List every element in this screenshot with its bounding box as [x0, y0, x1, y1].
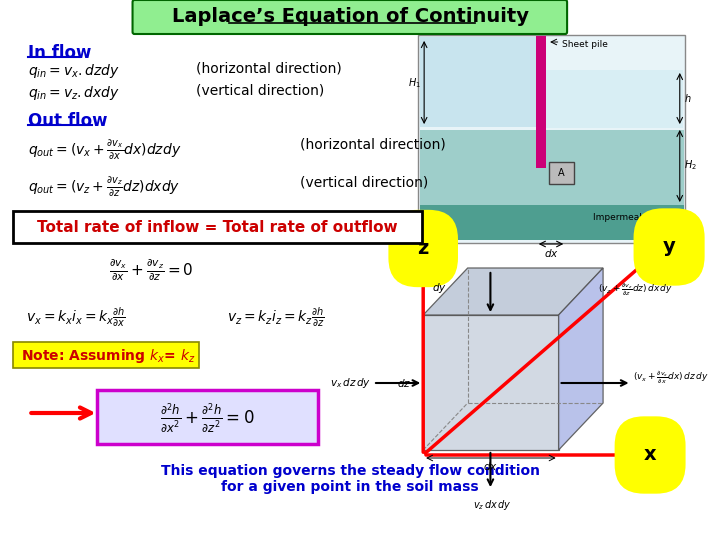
Text: (horizontal direction): (horizontal direction) [300, 138, 446, 152]
Text: $q_{in} = v_z.dxdy$: $q_{in} = v_z.dxdy$ [28, 84, 120, 102]
FancyBboxPatch shape [549, 162, 574, 184]
FancyBboxPatch shape [420, 205, 683, 240]
Text: $q_{in} = v_x.dzdy$: $q_{in} = v_x.dzdy$ [28, 62, 120, 80]
Text: Out flow: Out flow [28, 112, 108, 130]
Text: Total rate of inflow = Total rate of outflow: Total rate of inflow = Total rate of out… [37, 219, 398, 234]
Text: y: y [662, 238, 675, 256]
FancyBboxPatch shape [420, 37, 539, 127]
Text: Sheet pile: Sheet pile [562, 40, 608, 49]
FancyBboxPatch shape [420, 130, 683, 208]
Text: $dx$: $dx$ [544, 247, 559, 259]
Text: (vertical direction): (vertical direction) [196, 84, 324, 98]
Text: $H_2$: $H_2$ [683, 158, 696, 172]
Text: In flow: In flow [28, 44, 91, 62]
Text: Note: Assuming $k_x$= $k_z$: Note: Assuming $k_x$= $k_z$ [21, 347, 195, 365]
Text: $v_z = k_z i_z = k_z \frac{\partial h}{\partial z}$: $v_z = k_z i_z = k_z \frac{\partial h}{\… [228, 305, 325, 329]
FancyBboxPatch shape [132, 0, 567, 34]
Text: This equation governs the steady flow condition: This equation governs the steady flow co… [161, 464, 540, 478]
Text: Impermeable layer: Impermeable layer [593, 213, 679, 222]
Text: $v_z\,dx\,dy$: $v_z\,dx\,dy$ [473, 498, 512, 512]
Text: z: z [418, 239, 429, 258]
Text: A: A [558, 168, 564, 178]
Text: $v_x\,dz\,dy$: $v_x\,dz\,dy$ [330, 376, 371, 390]
Polygon shape [423, 268, 603, 315]
Polygon shape [559, 268, 603, 450]
Text: x: x [644, 446, 657, 464]
Text: $dx$: $dx$ [483, 460, 498, 472]
Text: $q_{out} = (v_z + \frac{\partial v_z}{\partial z}dz)dxdy$: $q_{out} = (v_z + \frac{\partial v_z}{\p… [28, 175, 181, 199]
Text: Laplace’s Equation of Continuity: Laplace’s Equation of Continuity [172, 8, 528, 26]
Text: $\frac{\partial v_x}{\partial x} + \frac{\partial v_z}{\partial z} = 0$: $\frac{\partial v_x}{\partial x} + \frac… [109, 258, 194, 282]
Text: (horizontal direction): (horizontal direction) [196, 62, 342, 76]
FancyBboxPatch shape [13, 342, 199, 368]
Text: (vertical direction): (vertical direction) [300, 175, 428, 189]
Text: $v_x = k_x i_x = k_x \frac{\partial h}{\partial x}$: $v_x = k_x i_x = k_x \frac{\partial h}{\… [26, 305, 125, 329]
Text: $(v_z+\frac{\partial v_z}{\partial z}dz)\,dx\,dy$: $(v_z+\frac{\partial v_z}{\partial z}dz)… [598, 282, 673, 298]
Text: $dz$: $dz$ [397, 377, 411, 389]
FancyBboxPatch shape [13, 211, 422, 243]
Text: $\frac{\partial^2 h}{\partial x^2} + \frac{\partial^2 h}{\partial z^2} = 0$: $\frac{\partial^2 h}{\partial x^2} + \fr… [160, 402, 255, 435]
Polygon shape [423, 315, 559, 450]
Text: $q_{out} = (v_x + \frac{\partial v_x}{\partial x}dx)dzdy$: $q_{out} = (v_x + \frac{\partial v_x}{\p… [28, 138, 182, 162]
Text: $H_1$: $H_1$ [408, 76, 421, 90]
Text: $h$: $h$ [683, 92, 691, 104]
Text: $(v_x+\frac{\partial v_x}{\partial x}dx)\,dz\,dy$: $(v_x+\frac{\partial v_x}{\partial x}dx)… [634, 370, 709, 386]
Text: $dy$: $dy$ [432, 281, 446, 295]
FancyBboxPatch shape [418, 35, 685, 243]
FancyBboxPatch shape [536, 36, 546, 168]
FancyBboxPatch shape [96, 390, 318, 444]
FancyBboxPatch shape [546, 70, 683, 128]
Text: for a given point in the soil mass: for a given point in the soil mass [222, 480, 479, 494]
